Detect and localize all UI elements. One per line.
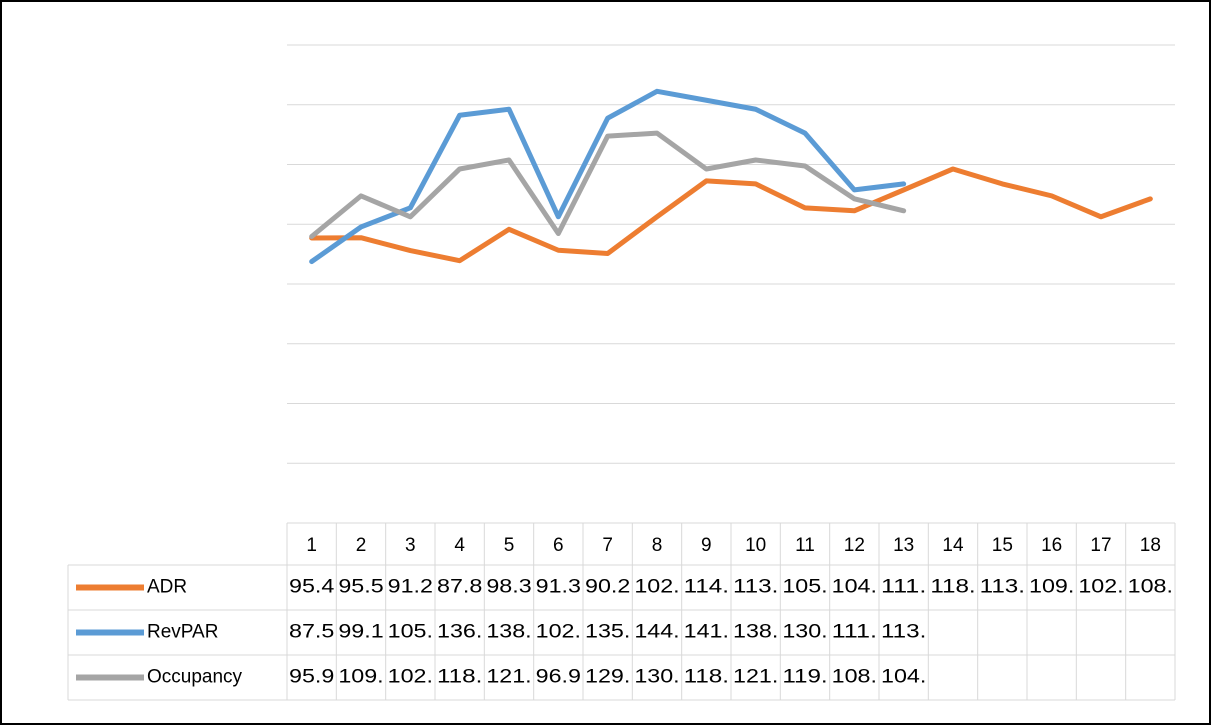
table-value: 102. <box>536 622 581 643</box>
category-label: 4 <box>454 535 465 556</box>
table-value: 104. <box>881 667 926 688</box>
table-value: 90.2 <box>585 577 630 598</box>
category-label: 14 <box>942 535 964 556</box>
category-label: 12 <box>844 535 865 556</box>
legend-label: Occupancy <box>147 667 243 688</box>
table-value: 109. <box>338 667 383 688</box>
category-label: 2 <box>356 535 367 556</box>
table-value: 113. <box>733 577 778 598</box>
table-value: 118. <box>684 667 729 688</box>
table-value: 130. <box>634 667 679 688</box>
category-label: 18 <box>1140 535 1161 556</box>
table-value: 102. <box>634 577 679 598</box>
table-value: 105. <box>782 577 827 598</box>
category-label: 5 <box>504 535 515 556</box>
table-value: 144. <box>634 622 679 643</box>
table-value: 87.5 <box>289 622 334 643</box>
table-value: 130. <box>782 622 827 643</box>
table-value: 91.2 <box>388 577 433 598</box>
table-value: 118. <box>930 577 975 598</box>
chart-frame <box>1 1 1210 724</box>
table-value: 98.3 <box>486 577 531 598</box>
table-value: 104. <box>832 577 877 598</box>
chart: 123456789101112131415161718ADR95.495.591… <box>0 0 1211 725</box>
table-value: 105. <box>388 622 433 643</box>
table-value: 113. <box>980 577 1025 598</box>
table-value: 91.3 <box>536 577 581 598</box>
table-value: 119. <box>782 667 827 688</box>
table-value: 136. <box>437 622 482 643</box>
legend-label: ADR <box>147 577 187 598</box>
category-label: 15 <box>992 535 1013 556</box>
table-value: 138. <box>486 622 531 643</box>
table-value: 129. <box>585 667 630 688</box>
table-value: 121. <box>733 667 778 688</box>
table-value: 113. <box>881 622 926 643</box>
table-value: 111. <box>832 622 877 643</box>
table-value: 114. <box>684 577 729 598</box>
category-label: 11 <box>795 535 815 556</box>
table-value: 102. <box>388 667 433 688</box>
table-value: 135. <box>585 622 630 643</box>
category-label: 17 <box>1090 535 1111 556</box>
table-value: 111. <box>881 577 926 598</box>
table-value: 138. <box>733 622 778 643</box>
table-value: 95.4 <box>289 577 335 598</box>
category-label: 13 <box>893 535 914 556</box>
category-label: 6 <box>553 535 564 556</box>
page: 123456789101112131415161718ADR95.495.591… <box>0 0 1211 725</box>
table-value: 96.9 <box>536 667 581 688</box>
table-value: 99.1 <box>338 622 383 643</box>
table-value: 109. <box>1029 577 1074 598</box>
table-value: 141. <box>684 622 729 643</box>
category-label: 9 <box>701 535 712 556</box>
table-value: 108. <box>1128 577 1173 598</box>
category-label: 1 <box>306 535 317 556</box>
legend-label: RevPAR <box>147 622 218 643</box>
table-value: 102. <box>1078 577 1123 598</box>
category-label: 16 <box>1041 535 1062 556</box>
table-value: 95.5 <box>338 577 383 598</box>
table-value: 108. <box>832 667 877 688</box>
table-value: 95.9 <box>289 667 334 688</box>
category-label: 10 <box>745 535 766 556</box>
table-value: 118. <box>437 667 482 688</box>
table-value: 87.8 <box>437 577 482 598</box>
category-label: 3 <box>405 535 416 556</box>
table-value: 121. <box>486 667 531 688</box>
category-label: 8 <box>652 535 663 556</box>
category-label: 7 <box>602 535 613 556</box>
